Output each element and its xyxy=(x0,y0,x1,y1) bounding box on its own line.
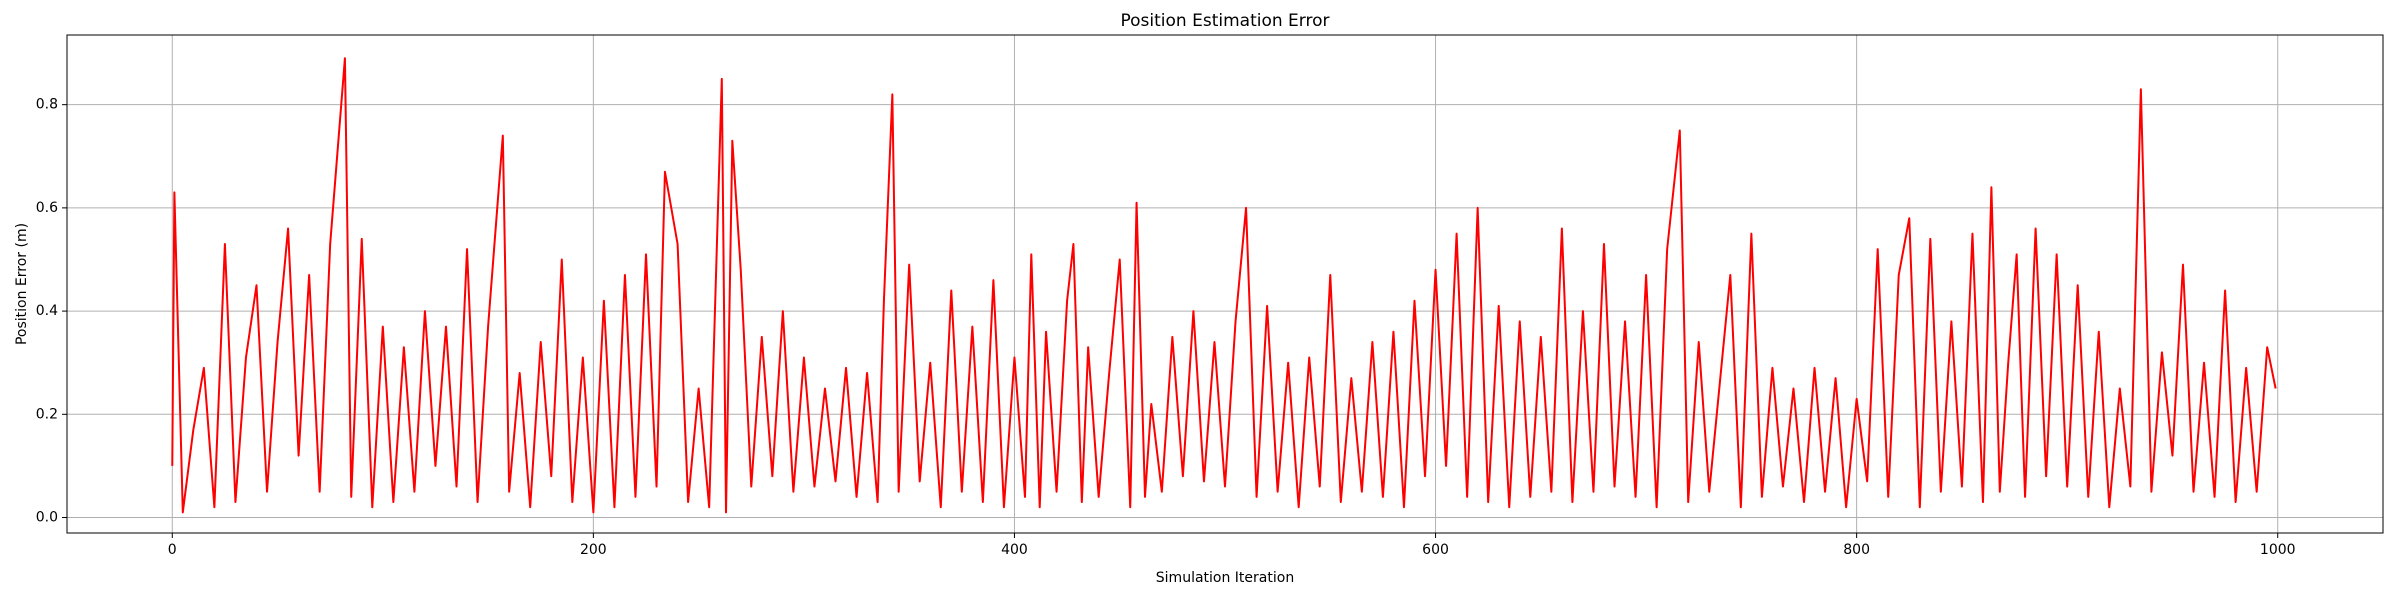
plot-frame xyxy=(66,34,2384,534)
x-tick-label: 800 xyxy=(1843,542,1870,558)
x-tick-label: 600 xyxy=(1422,542,1449,558)
chart-title: Position Estimation Error xyxy=(1121,11,1330,31)
y-tick-label: 0.2 xyxy=(36,406,58,422)
x-tick-label: 200 xyxy=(580,542,607,558)
x-tick-label: 400 xyxy=(1001,542,1028,558)
x-tick-label: 1000 xyxy=(2260,542,2296,558)
x-tick-label: 0 xyxy=(168,542,177,558)
x-axis-label: Simulation Iteration xyxy=(1156,570,1294,586)
data-line xyxy=(171,57,2277,514)
y-tick-label: 0.0 xyxy=(36,510,58,526)
y-tick-label: 0.6 xyxy=(36,200,58,216)
y-tick-label: 0.8 xyxy=(36,97,58,113)
y-tick-label: 0.4 xyxy=(36,303,58,319)
y-axis-label: Position Error (m) xyxy=(14,223,30,345)
